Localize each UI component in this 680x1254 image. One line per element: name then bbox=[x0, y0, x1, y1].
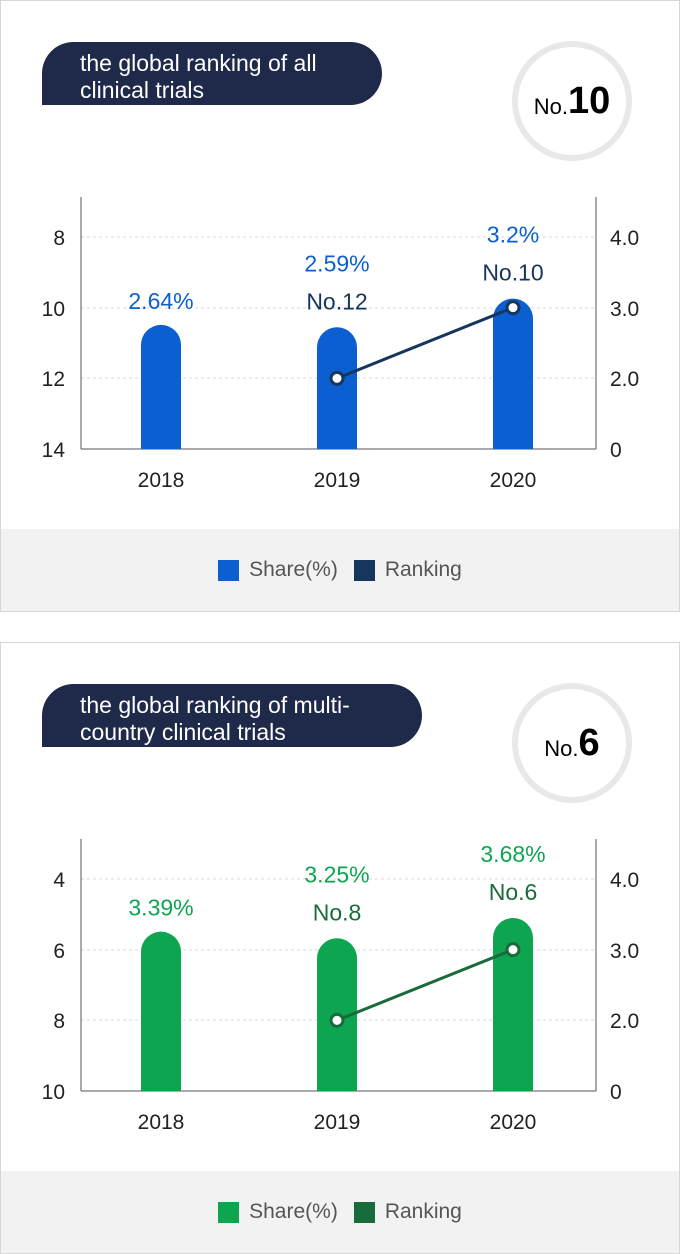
legend: Share(%) Ranking bbox=[1, 529, 679, 611]
right-tick-label: 0 bbox=[610, 1081, 622, 1104]
left-tick-label: 4 bbox=[53, 869, 65, 892]
right-tick-label: 2.0 bbox=[610, 1010, 639, 1033]
left-tick-label: 10 bbox=[42, 298, 65, 321]
ranking-badge: No. 6 bbox=[512, 683, 632, 803]
right-tick-label: 3.0 bbox=[610, 940, 639, 963]
ranking-point bbox=[505, 300, 521, 316]
ranking-badge-prefix: No. bbox=[533, 94, 568, 119]
left-tick-label: 8 bbox=[53, 1010, 65, 1033]
chart-title: the global ranking of multi-country clin… bbox=[42, 684, 422, 747]
chart-panel-all-trials: the global ranking of all clinical trial… bbox=[0, 0, 680, 612]
chart-title: the global ranking of all clinical trial… bbox=[42, 42, 382, 105]
x-tick-label: 2019 bbox=[314, 1111, 361, 1134]
share-bar bbox=[317, 327, 358, 449]
share-data-label: 3.68% bbox=[480, 841, 545, 867]
left-tick-label: 8 bbox=[53, 227, 65, 250]
right-tick-label: 0 bbox=[610, 439, 622, 462]
left-tick-label: 10 bbox=[42, 1081, 65, 1104]
share-bar bbox=[493, 298, 533, 449]
legend-swatch-ranking bbox=[353, 559, 375, 581]
share-bar bbox=[493, 918, 533, 1091]
ranking-line bbox=[336, 306, 514, 380]
ranking-badge-number: 10 bbox=[567, 79, 611, 122]
ranking-line bbox=[336, 948, 514, 1022]
ranking-point bbox=[329, 1012, 345, 1028]
legend-swatch-share bbox=[218, 1201, 240, 1223]
share-bar bbox=[141, 931, 181, 1091]
right-tick-label: 4.0 bbox=[610, 227, 639, 250]
left-tick-label: 14 bbox=[42, 439, 66, 462]
ranking-data-label: No.10 bbox=[482, 260, 543, 286]
share-bar bbox=[141, 324, 181, 449]
legend-item-share: Share(%) bbox=[218, 1200, 338, 1224]
ranking-data-label: No.12 bbox=[306, 288, 367, 314]
legend-label-ranking: Ranking bbox=[384, 558, 462, 581]
chart-panel-multi-country: the global ranking of multi-country clin… bbox=[0, 642, 680, 1254]
legend-label-share: Share(%) bbox=[249, 1200, 338, 1223]
ranking-badge-number: 6 bbox=[578, 721, 600, 764]
ranking-badge-prefix: No. bbox=[544, 736, 579, 761]
legend-label-share: Share(%) bbox=[249, 558, 338, 581]
legend-swatch-ranking bbox=[353, 1201, 375, 1223]
legend-item-share: Share(%) bbox=[218, 558, 338, 582]
ranking-point bbox=[505, 942, 521, 958]
ranking-data-label: No.6 bbox=[489, 879, 538, 905]
left-tick-label: 6 bbox=[53, 940, 65, 963]
x-tick-label: 2018 bbox=[138, 1111, 185, 1134]
legend-item-ranking: Ranking bbox=[353, 558, 462, 582]
ranking-point bbox=[329, 370, 345, 386]
ranking-badge: No. 10 bbox=[512, 41, 632, 161]
ranking-data-label: No.8 bbox=[313, 899, 362, 925]
share-data-label: 2.59% bbox=[304, 250, 369, 276]
x-tick-label: 2018 bbox=[138, 469, 185, 492]
right-tick-label: 2.0 bbox=[610, 368, 639, 391]
legend-swatch-share bbox=[218, 559, 240, 581]
share-data-label: 3.2% bbox=[487, 222, 539, 248]
x-tick-label: 2020 bbox=[490, 1111, 537, 1134]
legend-label-ranking: Ranking bbox=[384, 1200, 462, 1223]
share-data-label: 3.39% bbox=[128, 895, 193, 921]
right-tick-label: 4.0 bbox=[610, 869, 639, 892]
x-tick-label: 2020 bbox=[490, 469, 537, 492]
share-data-label: 2.64% bbox=[128, 288, 193, 314]
right-tick-label: 3.0 bbox=[610, 298, 639, 321]
left-tick-label: 12 bbox=[42, 368, 65, 391]
share-data-label: 3.25% bbox=[304, 861, 369, 887]
chart-plot: 4 6 8 10 4.0 3.0 2.0 0 2018 2019 2020 3.39% 3.25% 3.6… bbox=[42, 839, 639, 1134]
legend-item-ranking: Ranking bbox=[353, 1200, 462, 1224]
x-tick-label: 2019 bbox=[314, 469, 361, 492]
legend: Share(%) Ranking bbox=[1, 1171, 679, 1253]
chart-plot: 8 10 12 14 4.0 3.0 2.0 0 2018 2019 2020 2.64% 2.59% 3… bbox=[42, 197, 639, 492]
